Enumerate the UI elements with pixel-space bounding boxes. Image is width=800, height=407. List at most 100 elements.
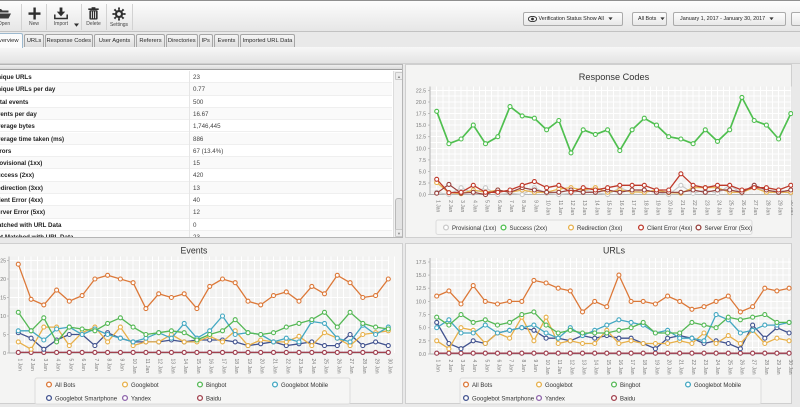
svg-text:15 Jan: 15 Jan bbox=[606, 200, 612, 215]
svg-text:20.0: 20.0 bbox=[416, 100, 426, 106]
svg-text:29 Jan: 29 Jan bbox=[775, 360, 781, 375]
svg-text:Googlebot Smartphone: Googlebot Smartphone bbox=[55, 397, 118, 403]
svg-text:29 Jan: 29 Jan bbox=[777, 200, 783, 215]
svg-text:Googlebot Smartphone: Googlebot Smartphone bbox=[472, 397, 535, 403]
svg-text:9 Jan: 9 Jan bbox=[118, 359, 124, 371]
svg-text:20 Jan: 20 Jan bbox=[259, 359, 265, 374]
svg-text:25: 25 bbox=[0, 259, 6, 265]
svg-text:18 Jan: 18 Jan bbox=[642, 200, 648, 215]
svg-text:All Bots: All Bots bbox=[55, 383, 75, 389]
svg-text:2 Jan: 2 Jan bbox=[447, 200, 453, 212]
svg-text:13 Jan: 13 Jan bbox=[581, 200, 587, 215]
svg-text:7 Jan: 7 Jan bbox=[93, 359, 99, 371]
svg-text:22 Jan: 22 Jan bbox=[691, 200, 697, 215]
svg-text:24 Jan: 24 Jan bbox=[716, 200, 722, 215]
svg-text:Provisional (1xx): Provisional (1xx) bbox=[452, 226, 496, 232]
svg-text:12 Jan: 12 Jan bbox=[569, 200, 575, 215]
svg-text:11 Jan: 11 Jan bbox=[557, 200, 563, 215]
svg-text:Client Error (4xx): Client Error (4xx) bbox=[647, 226, 692, 232]
svg-text:23 Jan: 23 Jan bbox=[703, 200, 709, 215]
svg-text:5 Jan: 5 Jan bbox=[484, 200, 490, 212]
svg-text:13 Jan: 13 Jan bbox=[581, 360, 587, 375]
svg-text:10: 10 bbox=[0, 314, 6, 320]
svg-text:9 Jan: 9 Jan bbox=[532, 360, 538, 372]
svg-text:19 Jan: 19 Jan bbox=[653, 360, 659, 375]
svg-text:10 Jan: 10 Jan bbox=[131, 359, 137, 374]
svg-text:30 Jan: 30 Jan bbox=[386, 359, 392, 374]
svg-text:18 Jan: 18 Jan bbox=[233, 359, 239, 374]
svg-text:12 Jan: 12 Jan bbox=[568, 360, 574, 375]
svg-text:11 Jan: 11 Jan bbox=[144, 359, 150, 374]
svg-text:1 Jan: 1 Jan bbox=[16, 359, 22, 371]
svg-text:13 Jan: 13 Jan bbox=[169, 359, 175, 374]
svg-text:7.5: 7.5 bbox=[419, 158, 426, 164]
svg-text:23 Jan: 23 Jan bbox=[297, 359, 303, 374]
svg-text:12 Jan: 12 Jan bbox=[157, 359, 163, 374]
svg-text:30 Jan: 30 Jan bbox=[787, 360, 793, 375]
svg-text:Baidu: Baidu bbox=[620, 397, 635, 403]
svg-text:2 Jan: 2 Jan bbox=[447, 360, 453, 372]
svg-text:6 Jan: 6 Jan bbox=[496, 200, 502, 212]
svg-text:10 Jan: 10 Jan bbox=[545, 200, 551, 215]
svg-text:14 Jan: 14 Jan bbox=[182, 359, 188, 374]
svg-text:15 Jan: 15 Jan bbox=[605, 360, 611, 375]
svg-text:20 Jan: 20 Jan bbox=[666, 360, 672, 375]
svg-text:14 Jan: 14 Jan bbox=[593, 200, 599, 215]
svg-text:3 Jan: 3 Jan bbox=[459, 200, 465, 212]
svg-text:2.5: 2.5 bbox=[419, 339, 426, 345]
svg-text:27 Jan: 27 Jan bbox=[348, 359, 354, 374]
svg-text:16 Jan: 16 Jan bbox=[617, 360, 623, 375]
svg-text:25 Jan: 25 Jan bbox=[323, 359, 329, 374]
svg-text:4 Jan: 4 Jan bbox=[55, 359, 61, 371]
svg-text:10 Jan: 10 Jan bbox=[544, 360, 550, 375]
svg-text:Bingbot: Bingbot bbox=[620, 383, 641, 389]
svg-text:15 Jan: 15 Jan bbox=[195, 359, 201, 374]
svg-text:Bingbot: Bingbot bbox=[206, 383, 227, 389]
svg-text:22.5: 22.5 bbox=[416, 88, 426, 94]
svg-text:25 Jan: 25 Jan bbox=[726, 360, 732, 375]
svg-text:4 Jan: 4 Jan bbox=[471, 360, 477, 372]
svg-text:2 Jan: 2 Jan bbox=[29, 359, 35, 371]
svg-text:URLs: URLs bbox=[603, 246, 626, 256]
svg-text:21 Jan: 21 Jan bbox=[679, 200, 685, 215]
svg-text:20 Jan: 20 Jan bbox=[667, 200, 673, 215]
svg-text:15.0: 15.0 bbox=[416, 123, 426, 129]
svg-text:12.5: 12.5 bbox=[416, 286, 426, 292]
svg-text:28 Jan: 28 Jan bbox=[764, 200, 770, 215]
svg-text:20: 20 bbox=[0, 277, 6, 283]
svg-text:24 Jan: 24 Jan bbox=[310, 359, 316, 374]
svg-text:Googlebot: Googlebot bbox=[545, 383, 573, 389]
svg-text:23 Jan: 23 Jan bbox=[702, 360, 708, 375]
svg-text:8 Jan: 8 Jan bbox=[106, 359, 112, 371]
svg-text:26 Jan: 26 Jan bbox=[738, 360, 744, 375]
svg-text:26 Jan: 26 Jan bbox=[740, 200, 746, 215]
svg-text:2.5: 2.5 bbox=[419, 181, 426, 187]
svg-text:27 Jan: 27 Jan bbox=[752, 200, 758, 215]
svg-text:4 Jan: 4 Jan bbox=[471, 200, 477, 212]
svg-text:6 Jan: 6 Jan bbox=[80, 359, 86, 371]
svg-text:Googlebot: Googlebot bbox=[131, 383, 159, 389]
svg-text:Response Codes: Response Codes bbox=[579, 72, 650, 82]
svg-text:27 Jan: 27 Jan bbox=[751, 360, 757, 375]
svg-text:5 Jan: 5 Jan bbox=[483, 360, 489, 372]
svg-text:5: 5 bbox=[3, 333, 6, 339]
svg-text:Server Error (5xx): Server Error (5xx) bbox=[705, 226, 753, 232]
svg-text:21 Jan: 21 Jan bbox=[678, 360, 684, 375]
svg-text:7 Jan: 7 Jan bbox=[508, 200, 514, 212]
svg-text:10.0: 10.0 bbox=[416, 299, 426, 305]
svg-text:12.5: 12.5 bbox=[416, 135, 426, 141]
svg-text:22 Jan: 22 Jan bbox=[690, 360, 696, 375]
svg-text:15.0: 15.0 bbox=[416, 273, 426, 279]
svg-text:25 Jan: 25 Jan bbox=[728, 200, 734, 215]
svg-text:Success (2xx): Success (2xx) bbox=[510, 226, 548, 232]
svg-text:Googlebot Mobile: Googlebot Mobile bbox=[281, 383, 329, 389]
svg-text:26 Jan: 26 Jan bbox=[335, 359, 341, 374]
svg-text:Events: Events bbox=[181, 246, 208, 256]
svg-text:3 Jan: 3 Jan bbox=[459, 360, 465, 372]
svg-text:21 Jan: 21 Jan bbox=[272, 359, 278, 374]
svg-text:19 Jan: 19 Jan bbox=[655, 200, 661, 215]
svg-text:28 Jan: 28 Jan bbox=[361, 359, 367, 374]
svg-text:6 Jan: 6 Jan bbox=[496, 360, 502, 372]
svg-text:Baidu: Baidu bbox=[206, 397, 221, 403]
svg-text:16 Jan: 16 Jan bbox=[618, 200, 624, 215]
